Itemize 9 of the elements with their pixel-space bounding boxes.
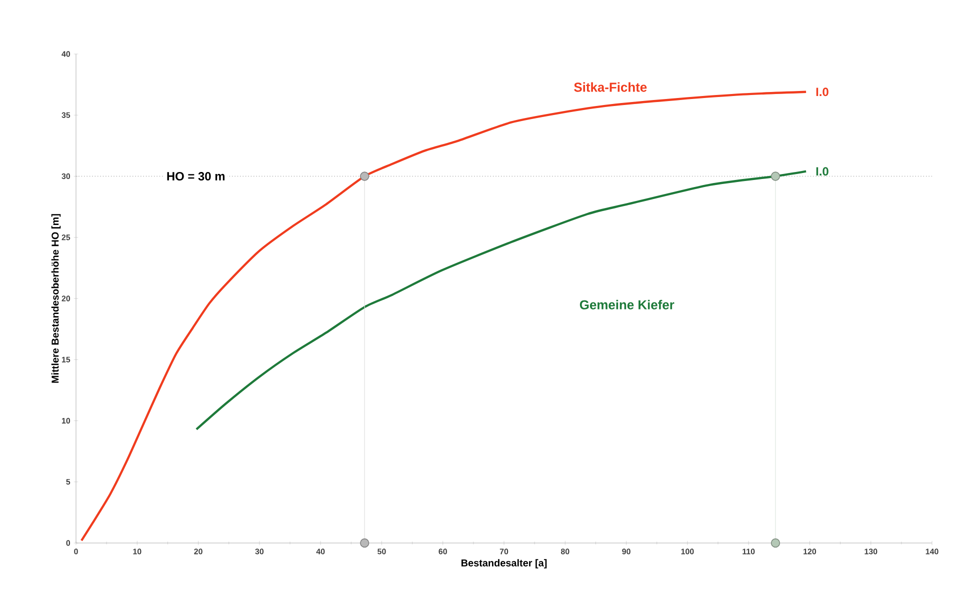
annotation: I.0 <box>816 167 828 176</box>
y-axis-title: Mittlere Bestandesoberhöhe HO [m] <box>51 214 61 383</box>
series-label: Sitka-Fichte <box>574 82 647 92</box>
x-axis-title: Bestandesalter [a] <box>461 559 547 568</box>
ref-line-label: HO = 30 m <box>167 172 224 180</box>
line-series <box>195 170 808 430</box>
annotation: I.0 <box>816 88 828 96</box>
text: Gemeine Kiefer <box>580 300 674 310</box>
line-series <box>80 90 808 542</box>
